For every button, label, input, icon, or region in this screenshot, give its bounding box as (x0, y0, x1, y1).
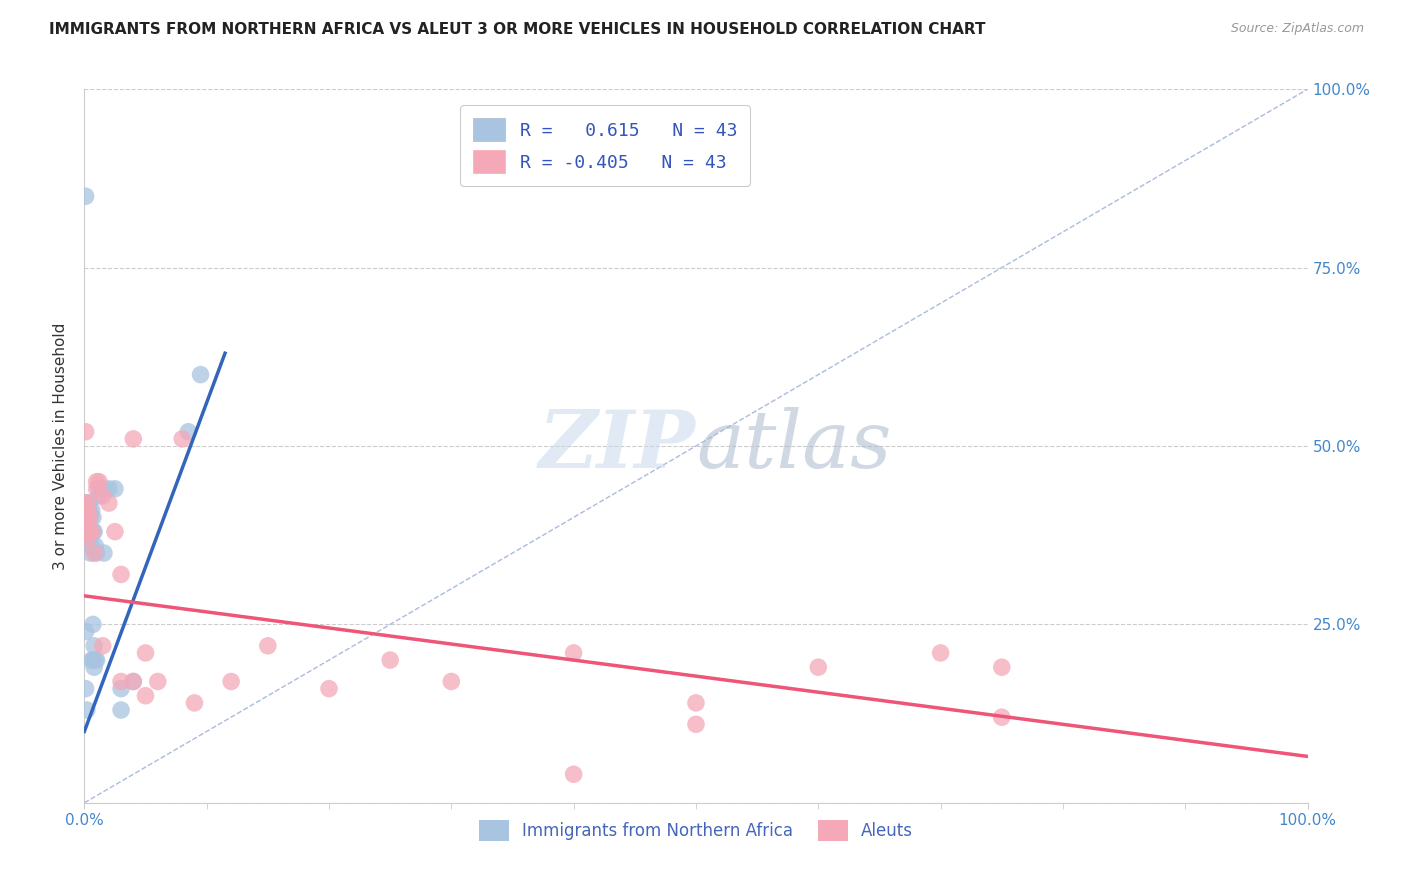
Point (75, 496, 97, 510)
Point (75, 624, 97, 639)
Point (122, 674, 145, 689)
Point (110, 681, 132, 696)
Point (75, 189, 97, 203)
Point (190, 368, 212, 382)
Text: Source: ZipAtlas.com: Source: ZipAtlas.com (1230, 22, 1364, 36)
Point (110, 674, 132, 689)
Point (75, 681, 97, 696)
Point (110, 703, 132, 717)
Point (79, 546, 101, 560)
Point (75, 524, 97, 539)
Point (91, 489, 114, 503)
Point (82, 617, 104, 632)
Point (80, 524, 103, 539)
Point (77, 503, 100, 517)
Point (77, 510, 100, 524)
Point (135, 646, 157, 660)
Point (807, 660, 830, 674)
Point (76, 496, 98, 510)
Point (76, 496, 98, 510)
Legend: Immigrants from Northern Africa, Aleuts: Immigrants from Northern Africa, Aleuts (472, 814, 920, 848)
Point (172, 432, 194, 446)
Point (84, 539, 107, 553)
Y-axis label: 3 or more Vehicles in Household: 3 or more Vehicles in Household (53, 322, 69, 570)
Point (75, 425, 97, 439)
Point (93, 546, 115, 560)
Point (86, 482, 108, 496)
Point (80, 653, 103, 667)
Point (97, 496, 120, 510)
Point (87, 475, 110, 489)
Point (77, 510, 100, 524)
Point (86, 653, 108, 667)
Point (83, 660, 105, 674)
Point (146, 674, 169, 689)
Point (83, 524, 105, 539)
Point (77, 524, 100, 539)
Point (110, 567, 132, 582)
Point (929, 646, 952, 660)
Point (76, 510, 98, 524)
Point (91, 482, 114, 496)
Point (77, 510, 100, 524)
Point (77, 532, 100, 546)
Point (84, 653, 107, 667)
Point (685, 696, 707, 710)
Point (77, 517, 100, 532)
Point (83, 546, 105, 560)
Point (257, 639, 280, 653)
Text: IMMIGRANTS FROM NORTHERN AFRICA VS ALEUT 3 OR MORE VEHICLES IN HOUSEHOLD CORRELA: IMMIGRANTS FROM NORTHERN AFRICA VS ALEUT… (49, 22, 986, 37)
Point (75, 503, 97, 517)
Point (86, 475, 108, 489)
Point (76, 703, 98, 717)
Point (82, 510, 104, 524)
Point (76, 524, 98, 539)
Point (77, 524, 100, 539)
Point (177, 425, 200, 439)
Point (87, 482, 110, 496)
Point (97, 482, 120, 496)
Point (80, 503, 103, 517)
Point (219, 674, 242, 689)
Point (380, 653, 402, 667)
Point (685, 717, 707, 731)
Point (77, 503, 100, 517)
Point (991, 660, 1014, 674)
Point (183, 696, 205, 710)
Point (318, 681, 340, 696)
Point (135, 689, 157, 703)
Point (122, 674, 145, 689)
Point (83, 639, 105, 653)
Text: ZIP: ZIP (538, 408, 696, 484)
Point (76, 532, 98, 546)
Point (82, 653, 104, 667)
Point (104, 482, 127, 496)
Point (991, 710, 1014, 724)
Point (79, 524, 101, 539)
Point (77, 496, 100, 510)
Point (80, 524, 103, 539)
Point (79, 510, 101, 524)
Point (562, 767, 585, 781)
Point (122, 432, 145, 446)
Text: atlas: atlas (696, 408, 891, 484)
Point (77, 496, 100, 510)
Point (82, 524, 104, 539)
Point (87, 489, 110, 503)
Point (440, 674, 463, 689)
Point (76, 524, 98, 539)
Point (79, 524, 101, 539)
Point (104, 524, 127, 539)
Point (86, 546, 108, 560)
Point (80, 539, 103, 553)
Point (76, 510, 98, 524)
Point (562, 646, 585, 660)
Point (91, 639, 114, 653)
